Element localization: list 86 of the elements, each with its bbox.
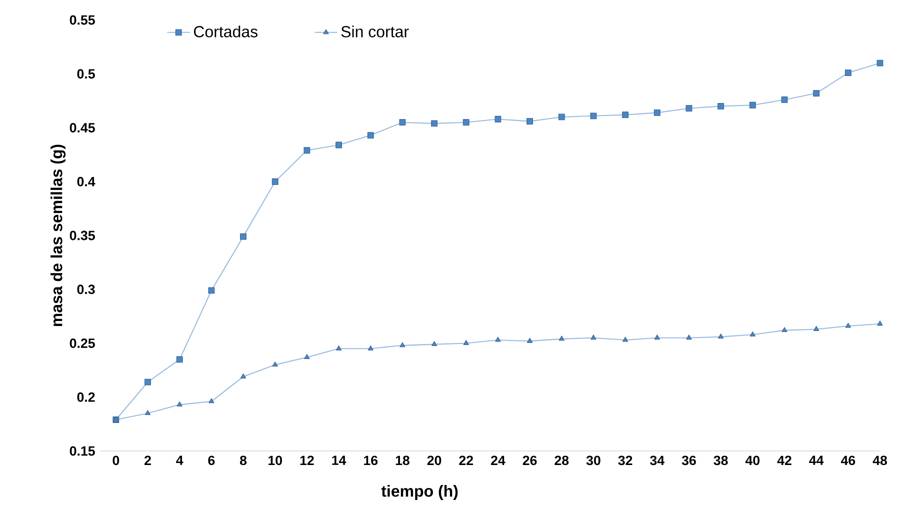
y-tick-label: 0.3 bbox=[77, 284, 95, 294]
x-tick-label: 30 bbox=[586, 456, 600, 466]
point bbox=[622, 336, 628, 342]
point bbox=[877, 320, 883, 326]
point bbox=[431, 120, 438, 127]
x-tick-label: 24 bbox=[491, 456, 506, 466]
point bbox=[558, 114, 565, 120]
x-tick-label: 42 bbox=[777, 456, 792, 466]
point bbox=[208, 287, 215, 294]
point bbox=[814, 326, 820, 331]
point bbox=[176, 356, 183, 363]
point bbox=[336, 142, 342, 148]
point bbox=[590, 112, 597, 120]
y-tick-label: 0.15 bbox=[70, 446, 95, 456]
y-tick-label: 0.35 bbox=[70, 230, 95, 240]
point bbox=[781, 96, 788, 103]
point bbox=[176, 401, 182, 406]
point bbox=[304, 354, 310, 359]
point bbox=[686, 334, 692, 340]
point bbox=[208, 398, 214, 404]
point bbox=[494, 116, 502, 122]
point bbox=[240, 373, 246, 378]
y-tick-label: 0.55 bbox=[70, 15, 95, 25]
point bbox=[272, 178, 278, 185]
point bbox=[144, 378, 151, 386]
x-tick-label: 8 bbox=[240, 456, 247, 466]
point bbox=[526, 118, 533, 124]
point bbox=[431, 341, 438, 346]
legend-label: Cortadas bbox=[194, 26, 258, 38]
point bbox=[844, 70, 852, 76]
x-tick-label: 10 bbox=[268, 456, 282, 466]
point bbox=[558, 336, 564, 341]
x-tick-label: 26 bbox=[522, 456, 537, 466]
y-tick-label: 0.45 bbox=[70, 123, 95, 132]
point bbox=[336, 345, 342, 350]
x-tick-label: 38 bbox=[714, 456, 728, 466]
y-tick-label: 0.5 bbox=[77, 69, 95, 79]
point bbox=[400, 342, 406, 348]
point bbox=[304, 147, 310, 154]
point bbox=[718, 334, 724, 339]
x-tick-label: 0 bbox=[112, 456, 120, 466]
x-tick-label: 40 bbox=[745, 456, 760, 466]
x-tick-label: 32 bbox=[618, 456, 632, 466]
point bbox=[368, 345, 374, 350]
x-axis-title: tiempo (h) bbox=[381, 485, 458, 500]
point bbox=[654, 334, 660, 340]
x-tick-label: 44 bbox=[809, 456, 824, 465]
point bbox=[463, 340, 469, 345]
point bbox=[462, 119, 470, 126]
x-tick-label: 6 bbox=[208, 456, 215, 466]
legend-label: Sin cortar bbox=[341, 26, 409, 38]
y-tick-label: 0.2 bbox=[77, 392, 95, 402]
x-tick-label: 46 bbox=[840, 456, 856, 466]
x-tick-label: 4 bbox=[176, 456, 184, 465]
point bbox=[399, 119, 406, 126]
x-tick-label: 12 bbox=[300, 456, 314, 466]
point bbox=[367, 132, 374, 138]
point bbox=[495, 336, 501, 342]
y-tick-label: 0.4 bbox=[77, 176, 96, 186]
point bbox=[526, 338, 533, 343]
point bbox=[876, 60, 884, 66]
x-tick-label: 18 bbox=[396, 456, 410, 466]
point bbox=[654, 109, 660, 116]
point bbox=[718, 103, 724, 110]
point bbox=[144, 410, 151, 416]
x-tick-label: 14 bbox=[332, 456, 346, 465]
point bbox=[749, 102, 756, 108]
x-tick-label: 34 bbox=[650, 456, 664, 466]
y-axis-title: masa de las semillas (g) bbox=[50, 144, 66, 326]
x-tick-label: 16 bbox=[364, 456, 378, 466]
x-tick-label: 48 bbox=[872, 456, 887, 466]
x-tick-label: 28 bbox=[554, 456, 569, 466]
x-tick-label: 2 bbox=[144, 456, 151, 466]
point bbox=[272, 362, 278, 367]
point bbox=[622, 112, 629, 118]
x-tick-label: 20 bbox=[427, 456, 442, 466]
point bbox=[813, 90, 820, 96]
y-tick-label: 0.25 bbox=[70, 338, 95, 348]
point bbox=[845, 322, 851, 328]
point bbox=[750, 331, 756, 336]
point bbox=[782, 327, 788, 332]
point bbox=[686, 105, 692, 112]
x-tick-label: 22 bbox=[459, 456, 473, 466]
x-tick-label: 36 bbox=[682, 456, 696, 466]
point bbox=[590, 334, 596, 340]
point bbox=[240, 233, 246, 240]
